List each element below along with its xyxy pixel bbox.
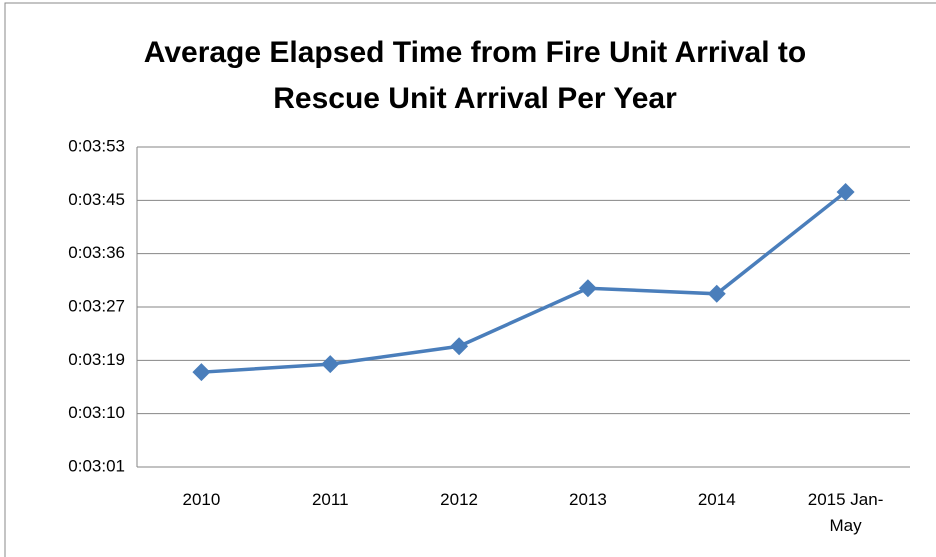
x-tick-label: 2013 <box>568 490 607 509</box>
x-tick-label: 2011 <box>311 490 349 509</box>
marker <box>192 363 211 382</box>
x-tick-label: 2014 <box>697 490 736 509</box>
x-tick-label: 2012 <box>440 490 478 509</box>
y-tick-label: 0:03:53 <box>68 136 125 155</box>
y-tick-label: 0:03:01 <box>68 456 125 475</box>
y-tick-label: 0:03:19 <box>68 350 125 369</box>
marker <box>450 337 469 356</box>
chart-frame <box>4 2 936 557</box>
marker <box>321 355 340 374</box>
marker <box>707 284 726 303</box>
marker <box>578 279 597 298</box>
x-tick-label: 2015 Jan-May <box>807 490 884 535</box>
marker <box>836 182 855 201</box>
y-tick-label: 0:03:27 <box>68 296 125 315</box>
y-tick-label: 0:03:10 <box>68 403 125 422</box>
x-tick-label: 2010 <box>182 490 221 509</box>
chart-title: Average Elapsed Time from Fire Unit Arri… <box>143 36 807 115</box>
y-tick-label: 0:03:45 <box>68 190 125 209</box>
y-tick-label: 0:03:36 <box>68 243 125 262</box>
line <box>201 190 847 374</box>
